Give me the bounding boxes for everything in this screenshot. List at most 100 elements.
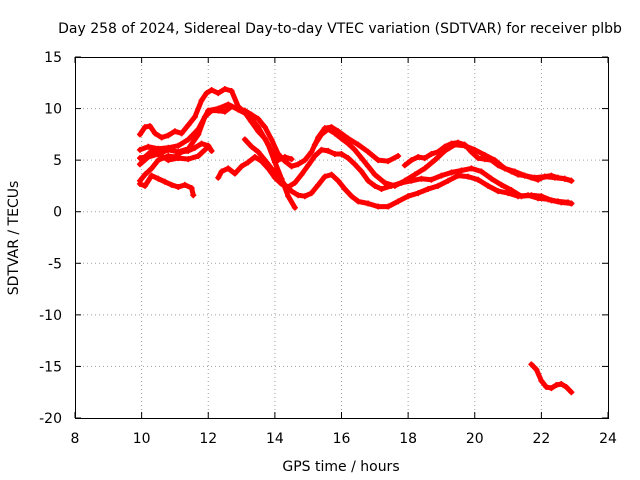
data-point: [538, 377, 545, 384]
data-point: [318, 146, 325, 153]
y-tick-label: -15: [39, 359, 62, 375]
data-point: [528, 361, 535, 368]
data-point: [535, 195, 542, 202]
data-point: [488, 157, 495, 164]
data-point: [178, 148, 185, 155]
data-point: [498, 181, 505, 188]
data-point: [318, 131, 325, 138]
data-point: [311, 153, 318, 160]
data-point: [161, 178, 168, 185]
data-point: [335, 177, 342, 184]
data-point: [171, 128, 178, 135]
data-point: [428, 150, 435, 157]
track-8-markers: [241, 136, 575, 210]
data-point: [515, 193, 522, 200]
data-point: [215, 107, 222, 114]
track-6-line: [137, 173, 196, 198]
data-point: [178, 130, 185, 137]
data-point: [448, 169, 455, 176]
data-point: [215, 90, 222, 97]
data-point: [136, 155, 143, 162]
data-point: [218, 168, 225, 175]
x-tick-label: 24: [599, 431, 617, 447]
data-point: [331, 130, 338, 137]
series-group: [136, 85, 575, 396]
data-point: [165, 132, 172, 139]
data-point: [171, 154, 178, 161]
data-point: [548, 172, 555, 179]
track-11-markers: [528, 361, 575, 396]
data-point: [285, 193, 292, 200]
data-point: [535, 176, 542, 183]
data-point: [465, 173, 472, 180]
data-point: [378, 186, 385, 193]
data-point: [155, 175, 162, 182]
data-point: [155, 150, 162, 157]
data-point: [435, 182, 442, 189]
x-axis-title: GPS time / hours: [282, 459, 399, 475]
data-point: [155, 145, 162, 152]
data-point: [555, 174, 562, 181]
y-tick-labels: 15 10 5 0 -5 -10 -15 -20: [39, 50, 62, 427]
data-point: [411, 171, 418, 178]
data-point: [271, 159, 278, 166]
data-point: [205, 142, 212, 149]
data-point: [181, 181, 188, 188]
data-point: [228, 88, 235, 95]
y-tick-label: 5: [53, 153, 62, 169]
data-point: [136, 180, 143, 187]
data-point: [295, 192, 302, 199]
data-point: [245, 159, 252, 166]
data-point: [208, 107, 215, 114]
data-point: [455, 172, 462, 179]
data-point: [421, 155, 428, 162]
data-point: [191, 144, 198, 151]
data-point: [381, 179, 388, 186]
data-point: [408, 157, 415, 164]
data-point: [421, 165, 428, 172]
data-point: [255, 115, 262, 122]
data-point: [325, 147, 332, 154]
data-point: [248, 111, 255, 118]
track-10-markers: [401, 139, 575, 184]
data-point: [235, 105, 242, 112]
grid: [75, 57, 608, 418]
data-point: [568, 200, 575, 207]
data-point: [155, 157, 162, 164]
data-point: [348, 193, 355, 200]
data-point: [188, 184, 195, 191]
data-point: [141, 182, 148, 189]
data-point: [311, 141, 318, 148]
data-point: [488, 175, 495, 182]
data-point: [185, 156, 192, 163]
data-point: [568, 177, 575, 184]
data-point: [415, 190, 422, 197]
data-point: [315, 181, 322, 188]
data-point: [215, 174, 222, 181]
data-point: [345, 140, 352, 147]
data-point: [288, 188, 295, 195]
data-point: [515, 171, 522, 178]
data-point: [495, 162, 502, 169]
track-8-line: [242, 137, 574, 210]
data-point: [475, 155, 482, 162]
data-point: [365, 148, 372, 155]
data-point: [328, 171, 335, 178]
data-point: [195, 153, 202, 160]
axis-ticks: [74, 56, 609, 419]
data-point: [175, 183, 182, 190]
data-point: [428, 176, 435, 183]
data-point: [495, 188, 502, 195]
x-tick-label: 8: [71, 431, 80, 447]
data-point: [505, 190, 512, 197]
data-point: [288, 163, 295, 170]
data-point: [208, 147, 215, 154]
data-point: [141, 124, 148, 131]
data-point: [565, 199, 572, 206]
data-point: [165, 146, 172, 153]
data-point: [145, 143, 152, 150]
x-tick-label: 20: [466, 431, 484, 447]
data-point: [401, 177, 408, 184]
data-point: [231, 170, 238, 177]
data-point: [561, 175, 568, 182]
